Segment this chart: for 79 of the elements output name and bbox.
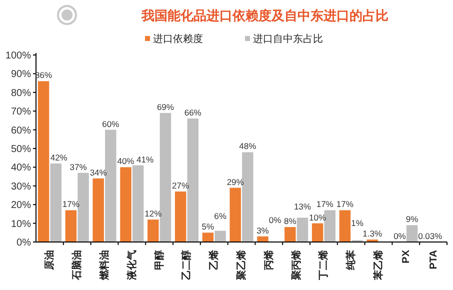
data-label: 34% [90,167,108,178]
bar [284,227,296,242]
y-tick-label: 80% [10,88,32,99]
data-label: 42% [50,152,68,162]
legend-label: 进口自中东占比 [253,33,323,45]
data-label: 66% [184,108,202,118]
y-tick-label: 90% [10,69,32,80]
data-label: 12% [144,208,162,219]
bar [174,192,186,242]
bar [324,210,336,242]
data-label: 69% [156,102,174,112]
x-tick-label: 聚丙烯 [290,250,302,281]
y-tick-label: 100% [5,50,32,62]
data-label: 10% [309,212,326,222]
bar [38,81,50,242]
bar [65,210,77,242]
x-tick-label: 原油 [44,250,56,271]
bar [120,167,132,242]
y-tick-label: 10% [10,218,32,230]
bar [312,223,324,242]
x-tick-label: 苯乙烯 [372,250,384,281]
data-label: 1% [351,218,364,228]
bar [339,210,351,242]
bar [132,165,144,242]
data-label: 0.03% [418,230,443,241]
data-label: 17% [62,199,80,210]
bar [148,220,159,242]
data-label: 5% [202,222,215,232]
data-label: 17% [336,199,354,210]
x-tick-label: 乙烯 [208,250,220,270]
data-label: 8% [284,216,297,226]
x-tick-label: 燃料油 [98,250,110,281]
x-tick-label: 纯苯 [345,249,358,271]
bar [296,218,308,242]
x-tick-label: 乙二醇 [180,250,193,280]
y-tick-label: 70% [10,106,32,118]
x-tick-label: 丁二烯 [318,250,330,281]
data-label: 3% [256,225,270,236]
bar [105,130,116,242]
bar [92,178,104,242]
x-tick-label: 液化气 [126,250,138,281]
x-tick-label: PX [400,250,412,264]
bar [202,232,214,242]
data-label: 0% [394,231,406,241]
bar [230,188,241,242]
data-label: 29% [226,176,244,187]
y-tick-label: 30% [10,181,32,192]
data-label: 60% [102,118,120,129]
x-tick-label: 丙烯 [262,250,275,271]
chart-title: 我国能化品进口依赖度及自中东进口的占比 [140,8,388,23]
y-tick-label: 50% [10,144,32,155]
data-label: 1.3% [362,228,382,239]
y-tick-label: 60% [10,125,32,136]
bar [160,112,172,242]
y-tick-label: 0% [16,238,32,248]
data-label: 13% [294,202,312,212]
data-label: 9% [406,214,419,224]
bar [214,230,226,242]
y-tick-label: 20% [10,200,32,212]
data-label: 17% [316,199,334,210]
bar [242,152,254,242]
data-label: 41% [136,154,154,164]
bar [187,118,198,242]
data-label: 6% [214,210,227,221]
data-label: 27% [172,180,190,191]
bar [50,163,62,242]
data-label: 37% [70,162,88,172]
bar [257,236,268,242]
data-label: 0% [268,215,282,225]
x-tick-label: PTA [428,250,440,270]
y-tick-label: 40% [10,162,32,174]
bar [78,172,89,242]
data-label: 48% [239,141,257,152]
legend-label: 进口依赖度 [153,33,203,45]
x-tick-label: 石脑油 [71,250,84,281]
x-tick-label: 聚乙烯 [236,250,248,281]
data-label: 40% [117,156,135,166]
x-tick-label: 甲醇 [153,250,166,270]
bar [406,225,418,242]
